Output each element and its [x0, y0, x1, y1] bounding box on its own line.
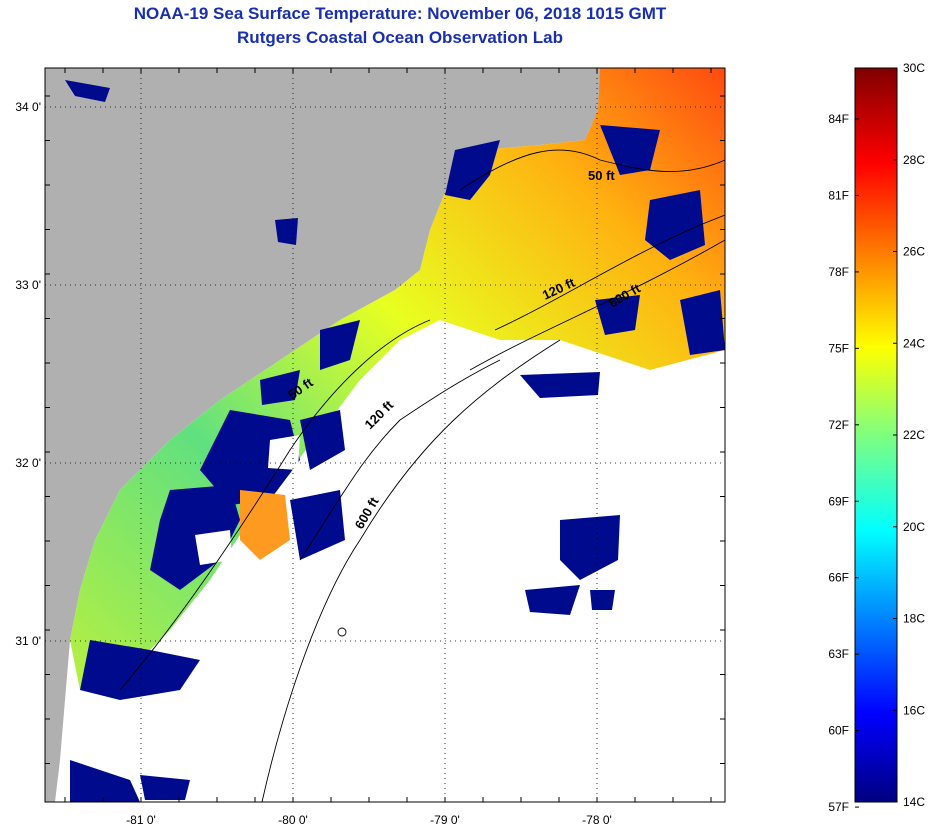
sst-warm-band	[70, 68, 725, 690]
map-title: NOAA-19 Sea Surface Temperature: Novembe…	[133, 4, 667, 23]
land-mass	[45, 68, 600, 802]
bathymetry-contours	[119, 149, 725, 802]
fahrenheit-label: 78F	[828, 265, 849, 279]
lat-tick-label: 31 0'	[15, 634, 41, 648]
celsius-label: 24C	[903, 336, 925, 350]
lon-tick-label: -78 0'	[582, 813, 612, 827]
fahrenheit-label: 66F	[828, 571, 849, 585]
lat-tick-label: 33 0'	[15, 278, 41, 292]
lat-tick-label: 34 0'	[15, 100, 41, 114]
fahrenheit-label: 75F	[828, 341, 849, 355]
celsius-label: 20C	[903, 520, 925, 534]
depth-50ft-north: 50 ft	[588, 168, 615, 183]
lon-tick-label: -80 0'	[278, 813, 308, 827]
celsius-label: 22C	[903, 428, 925, 442]
lon-tick-label: -81 0'	[126, 813, 156, 827]
fahrenheit-label: 84F	[828, 112, 849, 126]
lat-tick-label: 32 0'	[15, 456, 41, 470]
fahrenheit-label: 72F	[828, 418, 849, 432]
sst-warm-eddy	[240, 490, 290, 560]
celsius-label: 18C	[903, 612, 925, 626]
fahrenheit-label: 60F	[828, 724, 849, 738]
fahrenheit-label: 63F	[828, 647, 849, 661]
celsius-label: 26C	[903, 245, 925, 259]
celsius-label: 30C	[903, 61, 925, 75]
celsius-label: 28C	[903, 153, 925, 167]
lon-tick-label: -79 0'	[430, 813, 460, 827]
sst-cold-patches	[65, 80, 725, 802]
colorbar: 30C 28C 26C 24C 22C 20C 18C 16C 14C 84F 81F 78F 75F 7…	[828, 61, 925, 814]
graticule: 34 0' 33 0' 32 0' 31 0' -81 0' -80 0' -79 0' -7…	[15, 68, 725, 827]
map-subtitle: Rutgers Coastal Ocean Observation Lab	[237, 28, 563, 47]
celsius-label: 16C	[903, 703, 925, 717]
colorbar-gradient	[854, 67, 898, 803]
fahrenheit-label: 57F	[828, 800, 849, 814]
fahrenheit-label: 81F	[828, 188, 849, 202]
fahrenheit-label: 69F	[828, 494, 849, 508]
celsius-label: 14C	[903, 795, 925, 809]
cloud-mask	[195, 330, 450, 565]
